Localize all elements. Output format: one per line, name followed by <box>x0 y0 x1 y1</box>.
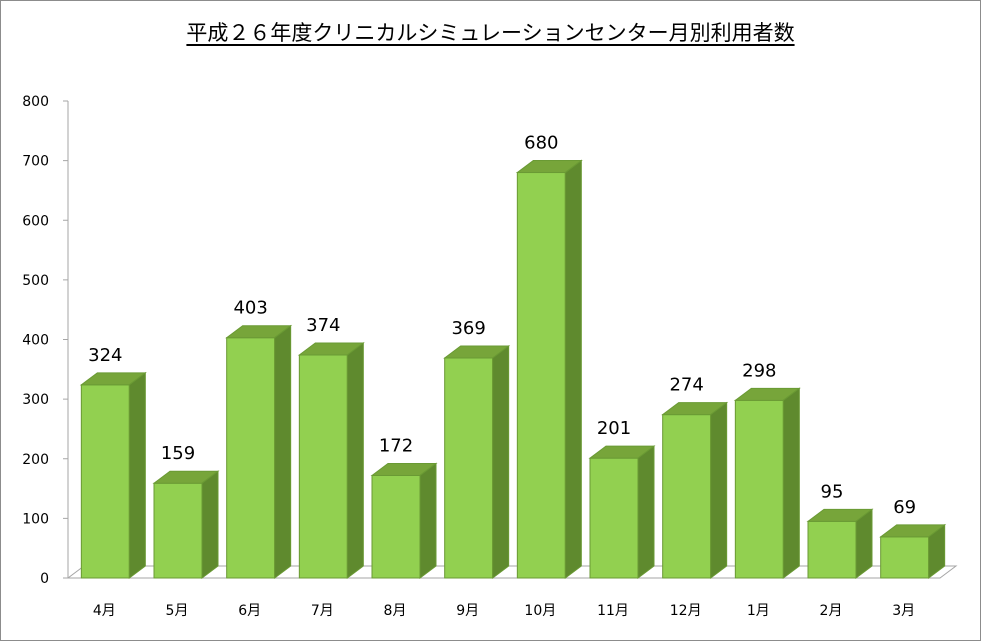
bar-group <box>225 324 293 579</box>
bar-side <box>710 401 728 579</box>
data-label: 374 <box>306 315 340 336</box>
y-tick-label: 500 <box>22 273 49 289</box>
bar-front <box>371 474 421 579</box>
bar-front <box>516 172 566 579</box>
chart-floor <box>66 565 958 579</box>
chart-title: 平成２６年度クリニカルシミュレーションセンター月別利用者数 <box>186 21 795 45</box>
bar-side <box>128 371 146 579</box>
bar-side <box>564 159 582 579</box>
data-label: 201 <box>597 418 631 439</box>
y-tick-label: 100 <box>22 511 49 527</box>
bar-group <box>879 523 947 579</box>
bar-side <box>201 470 219 579</box>
x-tick-label: 10月 <box>524 603 556 619</box>
x-tick-label: 3月 <box>892 603 915 619</box>
bar-side <box>637 445 655 579</box>
bar-side <box>855 508 873 579</box>
bar-front <box>880 536 930 579</box>
y-tick-label: 0 <box>40 571 49 587</box>
data-label: 172 <box>379 435 413 456</box>
bar-front <box>80 384 130 579</box>
data-label: 298 <box>742 360 776 381</box>
bar-side <box>274 324 292 579</box>
x-tick-label: 1月 <box>747 603 770 619</box>
bar-group <box>443 344 511 579</box>
x-tick-label: 4月 <box>93 603 116 619</box>
bar-group <box>588 445 656 579</box>
data-label: 274 <box>669 375 703 396</box>
y-tick-label: 700 <box>22 154 49 170</box>
bar-front <box>662 414 712 579</box>
bar-front <box>444 357 494 579</box>
data-label: 69 <box>893 497 916 518</box>
data-label: 403 <box>233 298 267 319</box>
x-tick-label: 9月 <box>456 603 479 619</box>
x-tick-label: 11月 <box>597 603 629 619</box>
bar-side <box>782 387 800 579</box>
bar-front <box>153 482 203 579</box>
y-tick-label: 200 <box>22 452 49 468</box>
y-tick-label: 800 <box>22 94 49 110</box>
y-tick-label: 400 <box>22 333 49 349</box>
bar-side <box>928 523 946 579</box>
bar-group <box>806 508 874 579</box>
bar-front <box>298 354 348 579</box>
x-tick-label: 8月 <box>384 603 407 619</box>
bar-front <box>734 399 784 579</box>
y-tick-label: 600 <box>22 213 49 229</box>
bar-front <box>226 337 276 579</box>
data-label: 95 <box>821 481 844 502</box>
x-tick-label: 2月 <box>820 603 843 619</box>
bar-front <box>807 520 857 579</box>
bar-group <box>733 387 801 579</box>
bar-front <box>589 457 639 579</box>
x-tick-label: 12月 <box>670 603 702 619</box>
x-tick-label: 6月 <box>238 603 261 619</box>
bar-side <box>492 344 510 579</box>
data-label: 680 <box>524 133 558 154</box>
bar-group <box>515 159 583 579</box>
y-tick-label: 300 <box>22 392 49 408</box>
data-label: 159 <box>161 443 195 464</box>
x-tick-label: 5月 <box>166 603 189 619</box>
bar-side <box>346 342 364 579</box>
data-label: 369 <box>451 318 485 339</box>
data-label: 324 <box>88 345 122 366</box>
bar-group <box>661 401 729 579</box>
bar-group <box>79 371 147 579</box>
x-tick-label: 7月 <box>311 603 334 619</box>
bar-group <box>152 470 220 579</box>
bar-group <box>370 462 438 579</box>
bar-group <box>297 342 365 579</box>
bar-side <box>419 462 437 579</box>
